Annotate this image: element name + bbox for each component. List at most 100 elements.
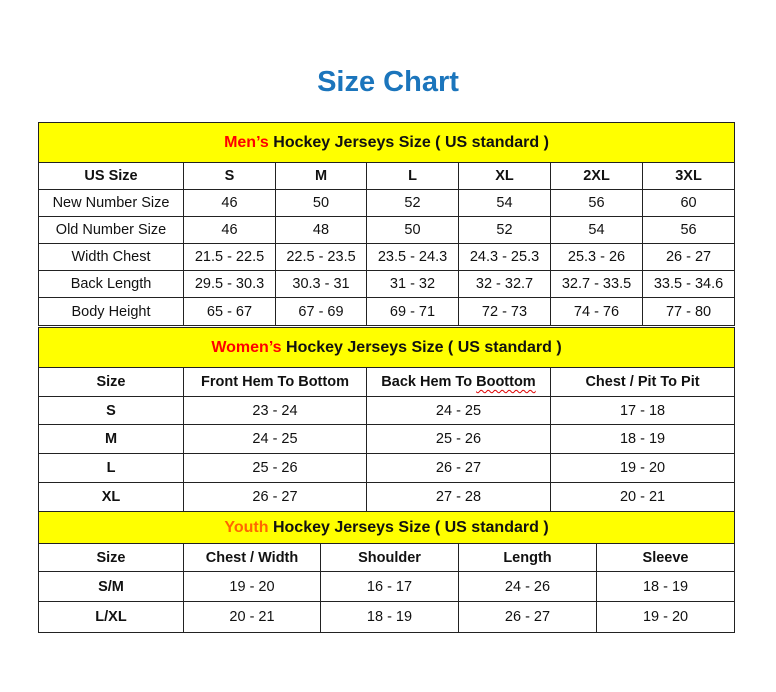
column-header-label: Chest / Width bbox=[205, 549, 299, 566]
column-header-label: XL bbox=[495, 168, 514, 184]
column-header: Size bbox=[38, 543, 184, 572]
table-cell: 26 - 27 bbox=[641, 243, 736, 271]
row-label: M bbox=[38, 424, 184, 454]
table-cell: 21.5 - 22.5 bbox=[183, 243, 276, 271]
table-cell: 20 - 21 bbox=[549, 482, 736, 512]
table-cell: 32 - 32.7 bbox=[458, 270, 551, 298]
column-header-row: US Size S M L XL 2XL 3XL bbox=[38, 162, 736, 190]
row-label: XL bbox=[38, 482, 184, 512]
table-cell: 19 - 20 bbox=[183, 571, 321, 602]
column-header: Front Hem To Bottom bbox=[183, 367, 367, 397]
column-header-label: M bbox=[314, 168, 328, 184]
table-cell: 23 - 24 bbox=[183, 396, 367, 425]
table-cell: 18 - 19 bbox=[320, 601, 459, 633]
column-header-label: Back Hem To Boottom bbox=[381, 374, 536, 390]
table-cell: 33.5 - 34.6 bbox=[641, 270, 736, 298]
table-row: S 23 - 24 24 - 25 17 - 18 bbox=[38, 396, 736, 425]
table-cell: 74 - 76 bbox=[550, 297, 643, 326]
row-label: S/M bbox=[38, 571, 184, 602]
table-cell: 29.5 - 30.3 bbox=[183, 270, 276, 298]
section-title-text: Hockey Jerseys Size ( US standard ) bbox=[268, 518, 549, 536]
column-header: US Size bbox=[38, 162, 184, 190]
table-cell: 56 bbox=[641, 216, 736, 244]
page-title: Size Chart bbox=[317, 66, 459, 98]
table-cell: 48 bbox=[275, 216, 367, 244]
youth-size-table: Youth Hockey Jerseys Size ( US standard … bbox=[37, 511, 736, 633]
row-label: New Number Size bbox=[38, 189, 184, 217]
table-cell: 19 - 20 bbox=[549, 453, 736, 483]
table-cell: 26 - 27 bbox=[458, 601, 597, 633]
table-cell: 54 bbox=[458, 189, 551, 217]
table-cell: 46 bbox=[183, 189, 276, 217]
column-header-label: 2XL bbox=[583, 168, 610, 184]
section-accent-label: Men’s bbox=[224, 133, 269, 151]
table-cell: 52 bbox=[458, 216, 551, 244]
table-cell: 24 - 26 bbox=[458, 571, 597, 602]
table-cell: 18 - 19 bbox=[549, 424, 736, 454]
table-cell: 22.5 - 23.5 bbox=[275, 243, 367, 271]
table-cell: 25 - 26 bbox=[366, 424, 551, 454]
column-header: M bbox=[275, 162, 367, 190]
column-header-label: S bbox=[224, 168, 235, 184]
column-header: Size bbox=[38, 367, 184, 397]
womens-section-header: Women’s Hockey Jerseys Size ( US standar… bbox=[37, 327, 736, 368]
row-label: Old Number Size bbox=[38, 216, 184, 244]
table-cell: 24 - 25 bbox=[366, 396, 551, 425]
table-cell: 60 bbox=[641, 189, 736, 217]
table-row: M 24 - 25 25 - 26 18 - 19 bbox=[38, 424, 736, 454]
youth-section-header: Youth Hockey Jerseys Size ( US standard … bbox=[37, 511, 736, 544]
row-label: S bbox=[38, 396, 184, 425]
table-row: XL 26 - 27 27 - 28 20 - 21 bbox=[38, 482, 736, 512]
table-cell: 17 - 18 bbox=[549, 396, 736, 425]
row-label: L bbox=[38, 453, 184, 483]
table-row: Back Length 29.5 - 30.3 30.3 - 31 31 - 32 32… bbox=[38, 270, 736, 298]
table-row: L 25 - 26 26 - 27 19 - 20 bbox=[38, 453, 736, 483]
column-header: XL bbox=[458, 162, 551, 190]
row-label: Back Length bbox=[38, 270, 184, 298]
column-header-label: Front Hem To Bottom bbox=[201, 374, 349, 390]
column-header-label: Size bbox=[96, 549, 126, 566]
table-cell: 18 - 19 bbox=[595, 571, 736, 602]
column-header: 3XL bbox=[641, 162, 736, 190]
column-header-label: Chest / Pit To Pit bbox=[585, 374, 700, 390]
column-header-label: US Size bbox=[84, 168, 138, 184]
table-cell: 32.7 - 33.5 bbox=[550, 270, 643, 298]
section-title-text: Hockey Jerseys Size ( US standard ) bbox=[268, 133, 549, 151]
column-header-label: 3XL bbox=[675, 168, 702, 184]
row-label: L/XL bbox=[38, 601, 184, 633]
table-row: New Number Size 46 50 52 54 56 60 bbox=[38, 189, 736, 217]
column-header: Chest / Width bbox=[183, 543, 321, 572]
table-cell: 25.3 - 26 bbox=[550, 243, 643, 271]
table-cell: 67 - 69 bbox=[275, 297, 367, 326]
table-cell: 77 - 80 bbox=[641, 297, 736, 326]
column-header-label: Size bbox=[96, 374, 126, 390]
table-cell: 24.3 - 25.3 bbox=[458, 243, 551, 271]
table-cell: 23.5 - 24.3 bbox=[366, 243, 459, 271]
table-cell: 31 - 32 bbox=[366, 270, 459, 298]
table-cell: 24 - 25 bbox=[183, 424, 367, 454]
table-row: Old Number Size 46 48 50 52 54 56 bbox=[38, 216, 736, 244]
table-cell: 54 bbox=[550, 216, 643, 244]
table-cell: 20 - 21 bbox=[183, 601, 321, 633]
table-cell: 19 - 20 bbox=[595, 601, 736, 633]
table-row: Body Height 65 - 67 67 - 69 69 - 71 72 - 73 7… bbox=[38, 297, 736, 326]
column-header-row: Size Chest / Width Shoulder Length Sleeve bbox=[38, 543, 736, 572]
table-cell: 50 bbox=[366, 216, 459, 244]
table-cell: 25 - 26 bbox=[183, 453, 367, 483]
table-cell: 72 - 73 bbox=[458, 297, 551, 326]
column-header-row: Size Front Hem To Bottom Back Hem To Boott… bbox=[38, 367, 736, 397]
column-header: Shoulder bbox=[320, 543, 459, 572]
table-row: L/XL 20 - 21 18 - 19 26 - 27 19 - 20 bbox=[38, 601, 736, 633]
womens-size-table: Women’s Hockey Jerseys Size ( US standar… bbox=[37, 327, 736, 512]
row-label: Body Height bbox=[38, 297, 184, 326]
column-header: 2XL bbox=[550, 162, 643, 190]
table-cell: 65 - 67 bbox=[183, 297, 276, 326]
mens-section-header: Men’s Hockey Jerseys Size ( US standard … bbox=[37, 122, 736, 163]
column-header: Back Hem To Boottom bbox=[366, 367, 551, 397]
table-cell: 27 - 28 bbox=[366, 482, 551, 512]
table-cell: 50 bbox=[275, 189, 367, 217]
table-cell: 69 - 71 bbox=[366, 297, 459, 326]
table-row: Width Chest 21.5 - 22.5 22.5 - 23.5 23.5 - … bbox=[38, 243, 736, 271]
column-header: Sleeve bbox=[595, 543, 736, 572]
table-cell: 30.3 - 31 bbox=[275, 270, 367, 298]
